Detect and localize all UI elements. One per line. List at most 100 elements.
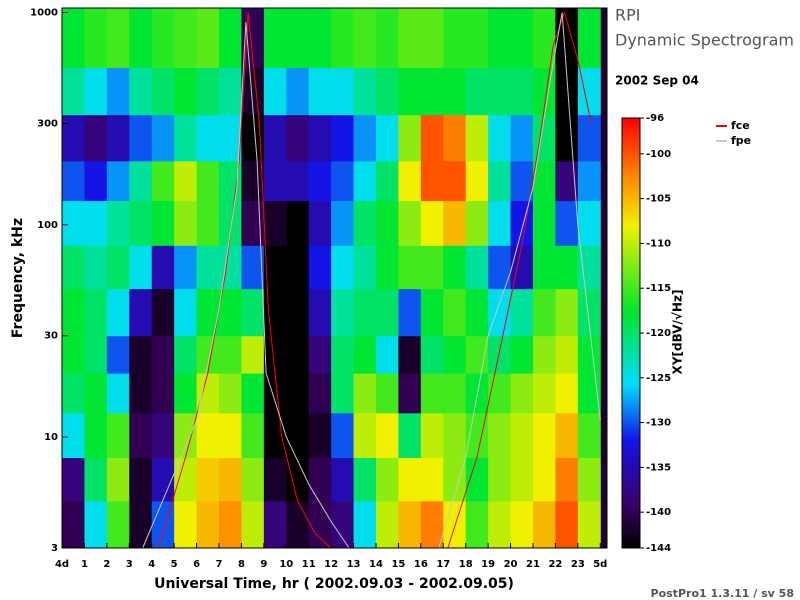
heat-cell bbox=[129, 200, 153, 246]
heat-cell bbox=[510, 114, 534, 162]
colorbar-tick-label: -105 bbox=[646, 194, 671, 205]
heat-cell bbox=[577, 200, 601, 246]
heat-cell bbox=[510, 245, 534, 290]
heat-cell bbox=[62, 373, 85, 414]
series-line bbox=[142, 12, 601, 549]
heat-cell bbox=[129, 288, 153, 337]
series-line bbox=[157, 10, 592, 549]
heat-cell bbox=[129, 67, 153, 116]
heat-cell bbox=[532, 160, 556, 202]
heat-cell bbox=[241, 373, 265, 414]
heat-cell bbox=[196, 160, 220, 202]
heat-cell bbox=[577, 335, 601, 374]
heat-cell bbox=[488, 457, 512, 502]
heat-cell bbox=[577, 288, 601, 337]
heat-cell bbox=[241, 160, 265, 202]
heat-cell bbox=[286, 412, 310, 459]
heat-cell bbox=[555, 160, 579, 202]
heat-cell bbox=[331, 335, 355, 374]
y-axis-label: Frequency, kHz bbox=[10, 218, 26, 338]
heat-cell bbox=[308, 67, 332, 116]
heat-cell bbox=[241, 288, 265, 337]
heat-cell bbox=[263, 335, 287, 374]
heat-cell bbox=[308, 245, 332, 290]
heat-cell bbox=[218, 114, 242, 162]
heat-cell bbox=[375, 457, 399, 502]
heat-cell bbox=[263, 67, 287, 116]
heat-cell bbox=[151, 114, 175, 162]
heat-cell bbox=[398, 457, 422, 502]
heat-cell bbox=[398, 160, 422, 202]
heat-cell bbox=[218, 200, 242, 246]
heat-cell bbox=[443, 67, 467, 116]
heat-cell bbox=[241, 500, 265, 549]
heat-cell bbox=[241, 412, 265, 459]
x-tick-label: 2 bbox=[103, 559, 110, 570]
colorbar-tick-label: -140 bbox=[646, 507, 671, 518]
heat-cell bbox=[84, 412, 108, 459]
heat-cell bbox=[196, 412, 220, 459]
heat-cell bbox=[151, 373, 175, 414]
x-tick-label: 22 bbox=[548, 559, 562, 570]
heat-cell bbox=[353, 500, 377, 549]
heat-cell bbox=[510, 200, 534, 246]
heat-cell bbox=[577, 500, 601, 549]
heat-cell bbox=[420, 373, 444, 414]
heat-cell bbox=[375, 500, 399, 549]
heat-cell bbox=[106, 245, 130, 290]
heat-cell bbox=[263, 412, 287, 459]
heat-cell bbox=[353, 245, 377, 290]
heat-cell bbox=[398, 500, 422, 549]
heat-cell bbox=[420, 200, 444, 246]
heat-cell bbox=[174, 67, 198, 116]
heat-cell bbox=[286, 373, 310, 414]
heat-cell bbox=[174, 457, 198, 502]
heat-cell bbox=[488, 114, 512, 162]
heat-cell bbox=[555, 335, 579, 374]
heat-cell bbox=[420, 114, 444, 162]
heat-cell bbox=[174, 114, 198, 162]
heat-cell bbox=[353, 200, 377, 246]
heat-cell bbox=[62, 8, 85, 69]
heat-cell bbox=[129, 114, 153, 162]
heat-cell bbox=[84, 114, 108, 162]
y-tick-label: 10 bbox=[44, 432, 58, 443]
colorbar-tick-label: -130 bbox=[646, 418, 671, 429]
chart-title: RPI bbox=[615, 6, 640, 25]
heat-cell bbox=[84, 335, 108, 374]
x-tick-label: 5d bbox=[593, 559, 607, 570]
heat-cell bbox=[488, 200, 512, 246]
heat-cell bbox=[577, 8, 601, 69]
heat-cell bbox=[286, 114, 310, 162]
heat-cell bbox=[263, 245, 287, 290]
heat-cell bbox=[308, 114, 332, 162]
heat-cell bbox=[555, 114, 579, 162]
heat-cell bbox=[196, 8, 220, 69]
heat-cell bbox=[353, 335, 377, 374]
heat-cell bbox=[443, 288, 467, 337]
heat-cell bbox=[331, 500, 355, 549]
heat-cell bbox=[308, 8, 332, 69]
heat-cell bbox=[398, 67, 422, 116]
x-axis-label: Universal Time, hr ( 2002.09.03 - 2002.0… bbox=[154, 576, 514, 592]
heat-cell bbox=[375, 67, 399, 116]
heat-cell bbox=[577, 412, 601, 459]
heat-cell bbox=[196, 114, 220, 162]
heat-cell bbox=[465, 160, 489, 202]
heat-cell bbox=[465, 8, 489, 69]
heat-cell bbox=[84, 288, 108, 337]
heat-cell bbox=[353, 8, 377, 69]
heat-cell bbox=[488, 160, 512, 202]
x-tick-label: 8 bbox=[238, 559, 245, 570]
heat-cell bbox=[375, 373, 399, 414]
heat-cell bbox=[510, 288, 534, 337]
heat-cell bbox=[106, 160, 130, 202]
heat-cell bbox=[488, 500, 512, 549]
heat-cell bbox=[331, 412, 355, 459]
heat-cell bbox=[465, 200, 489, 246]
heat-cell bbox=[443, 373, 467, 414]
heat-cell bbox=[174, 373, 198, 414]
heat-cell bbox=[465, 114, 489, 162]
y-tick-label: 100 bbox=[37, 220, 58, 231]
